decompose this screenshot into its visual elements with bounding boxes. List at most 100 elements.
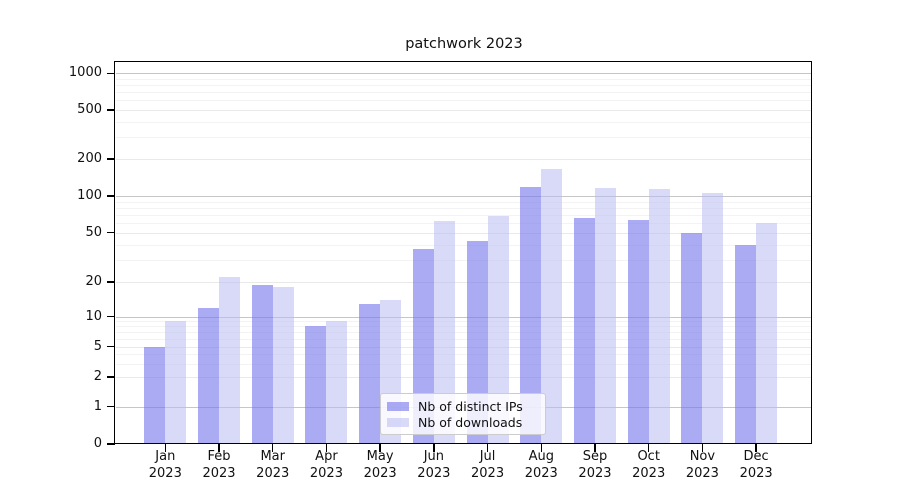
y-tick-mark <box>107 158 115 160</box>
gridline-major <box>116 196 812 197</box>
y-tick-label: 2 <box>93 369 102 384</box>
x-tick-year: 2023 <box>471 465 505 481</box>
legend-item-downloads: Nb of downloads <box>387 415 538 430</box>
x-tick-mark <box>647 444 650 452</box>
x-tick-label: Feb 2023 <box>190 449 248 482</box>
x-tick-year: 2023 <box>417 465 451 481</box>
y-tick-label: 50 <box>85 224 102 240</box>
bar-downloads <box>487 216 509 444</box>
bar-distinct-ips <box>627 220 649 444</box>
y-tick-mark <box>107 232 115 234</box>
bar-downloads <box>541 169 563 444</box>
legend-swatch-distinct-ips <box>387 402 409 411</box>
x-tick-label: Sep 2023 <box>566 449 624 482</box>
x-tick-mark <box>755 444 757 452</box>
x-tick-label: Apr 2023 <box>297 449 355 482</box>
legend-item-distinct-ips: Nb of distinct IPs <box>387 399 538 414</box>
y-tick-mark <box>107 443 115 445</box>
y-tick-label: 10 <box>85 308 102 324</box>
x-tick-year: 2023 <box>632 465 666 481</box>
gridline-minor <box>116 332 812 334</box>
y-tick-label: 0 <box>93 436 102 451</box>
gridline-minor <box>116 214 812 216</box>
gridline-minor <box>116 363 812 365</box>
y-tick-label: 1 <box>93 398 102 414</box>
gridline-minor <box>116 321 812 323</box>
y-tick-mark <box>107 109 115 111</box>
x-tick-label: Oct 2023 <box>620 449 678 482</box>
x-tick-label: Jul 2023 <box>459 449 517 482</box>
x-tick-label: Dec 2023 <box>727 449 785 482</box>
x-tick-label: May 2023 <box>351 449 409 482</box>
gridline-minor <box>116 201 812 203</box>
x-tick-mark <box>164 444 166 452</box>
x-tick-year: 2023 <box>685 465 719 481</box>
gridline-minor <box>116 244 812 246</box>
legend: Nb of distinct IPs Nb of downloads <box>380 393 546 435</box>
x-tick-year: 2023 <box>524 465 558 481</box>
gridline-minor <box>116 260 812 262</box>
gridline-minor <box>116 354 812 356</box>
bar-downloads <box>219 276 240 444</box>
y-tick-mark <box>107 281 115 283</box>
gridline-minor <box>116 121 812 123</box>
bar-distinct-ips <box>305 326 327 444</box>
x-tick-label: Mar 2023 <box>244 449 302 482</box>
bar-downloads <box>433 221 455 444</box>
gridline-minor <box>116 207 812 209</box>
x-tick-label: Nov 2023 <box>673 449 731 482</box>
gridline <box>116 159 812 160</box>
bar-distinct-ips <box>573 218 595 444</box>
legend-swatch-downloads <box>387 418 409 427</box>
bar-distinct-ips <box>359 303 381 444</box>
gridline-minor <box>116 100 812 102</box>
bar-downloads <box>594 187 616 444</box>
bar-downloads <box>648 188 670 444</box>
y-tick-mark <box>107 406 115 408</box>
x-tick-year: 2023 <box>309 465 343 481</box>
gridline-minor <box>116 137 812 139</box>
x-tick-mark <box>325 444 328 452</box>
bar-distinct-ips <box>681 232 703 444</box>
gridline <box>116 377 812 378</box>
bar-downloads <box>272 287 294 444</box>
x-tick-year: 2023 <box>739 465 773 481</box>
bar-distinct-ips <box>144 346 166 444</box>
legend-label-downloads: Nb of downloads <box>418 415 523 430</box>
y-tick-label: 500 <box>77 102 102 117</box>
gridline-minor <box>116 338 812 340</box>
bar-distinct-ips <box>251 284 273 444</box>
x-tick-mark <box>486 444 489 452</box>
x-tick-label: Jun 2023 <box>405 449 463 482</box>
bar-downloads <box>756 223 778 444</box>
gridline-minor <box>116 92 812 94</box>
y-tick-label: 100 <box>77 188 102 203</box>
y-tick-mark <box>107 195 115 197</box>
chart-title: patchwork 2023 <box>405 36 523 52</box>
bar-downloads <box>165 321 187 444</box>
x-tick-mark <box>379 444 381 452</box>
x-tick-label: Jan 2023 <box>136 449 194 482</box>
bar-distinct-ips <box>735 244 757 444</box>
y-tick-label: 20 <box>85 274 102 289</box>
bar-downloads <box>326 321 348 444</box>
gridline-minor <box>116 223 812 225</box>
gridline-major <box>116 316 812 318</box>
legend-label-distinct-ips: Nb of distinct IPs <box>418 399 523 414</box>
gridline-minor <box>116 85 812 87</box>
gridline <box>116 110 812 111</box>
x-tick-mark <box>594 444 596 452</box>
y-tick-label: 200 <box>77 151 102 166</box>
x-tick-mark <box>701 444 704 452</box>
bar-downloads <box>702 193 724 444</box>
x-tick-mark <box>218 444 220 452</box>
x-tick-year: 2023 <box>363 465 397 481</box>
gridline <box>116 232 812 234</box>
x-tick-mark <box>540 444 542 452</box>
x-tick-year: 2023 <box>202 465 236 481</box>
x-tick-mark <box>433 444 435 452</box>
x-tick-year: 2023 <box>148 465 182 481</box>
bar-distinct-ips <box>198 307 219 444</box>
y-tick-mark <box>107 316 115 318</box>
